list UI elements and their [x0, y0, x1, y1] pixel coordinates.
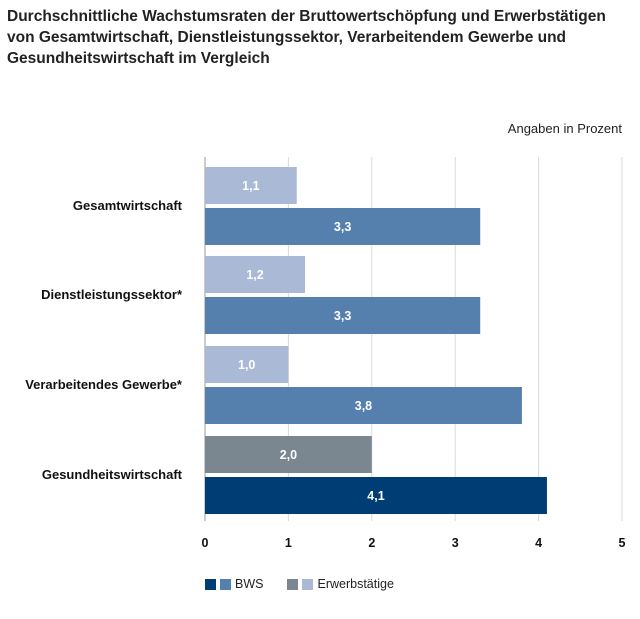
- x-tick-label-5: 5: [619, 536, 626, 550]
- category-label: Verarbeitendes Gewerbe*: [25, 377, 183, 392]
- legend-swatch-erwerbstaetige: [302, 578, 314, 590]
- bar-value-label: 3,3: [334, 309, 351, 323]
- bar-value-label: 2,0: [280, 448, 297, 462]
- title-line-1: Durchschnittliche Wachstumsraten der Bru…: [7, 8, 606, 25]
- legend-swatch-bws: [220, 578, 231, 590]
- unit-note: Angaben in Prozent: [507, 121, 622, 136]
- x-tick-label-0: 0: [202, 536, 209, 550]
- bar-bws: [205, 387, 522, 424]
- legend-swatch-erwerbstaetige-health: [287, 578, 299, 590]
- bar-value-label: 4,1: [367, 489, 384, 503]
- bar-erwerbstaetige: [205, 256, 306, 293]
- bar-value-label: 3,8: [355, 399, 372, 413]
- bar-erwerbstaetige: [205, 346, 289, 383]
- chart-title: Durchschnittliche Wachstumsraten der Bru…: [7, 6, 637, 69]
- x-tick-label-2: 2: [368, 536, 375, 550]
- legend-label-erwerbstaetige: Erwerbstätige: [317, 577, 394, 591]
- x-tick-label-4: 4: [535, 536, 542, 550]
- category-label: Gesundheitswirtschaft: [42, 467, 183, 482]
- bar-value-label: 1,2: [246, 268, 263, 282]
- bar-value-label: 1,0: [238, 358, 255, 372]
- legend-label-bws: BWS: [235, 577, 264, 591]
- title-line-2: von Gesamtwirtschaft, Dienstleistungssek…: [7, 29, 567, 46]
- bar-bws: [205, 208, 481, 245]
- bar-value-label: 1,1: [242, 179, 259, 193]
- bar-bws: [205, 477, 547, 514]
- x-tick-label-1: 1: [285, 536, 292, 550]
- bar-value-label: 3,3: [334, 220, 351, 234]
- bar-erwerbstaetige: [205, 167, 297, 204]
- category-label: Dienstleistungssektor*: [41, 287, 183, 302]
- x-tick-label-3: 3: [452, 536, 459, 550]
- bar-bws: [205, 297, 481, 334]
- title-line-3: Gesundheitswirtschaft im Vergleich: [7, 50, 270, 67]
- bar-erwerbstaetige: [205, 436, 372, 473]
- legend-swatch-bws-health: [205, 578, 216, 590]
- legend: BWS Erwerbstätige: [205, 577, 418, 591]
- category-label: Gesamtwirtschaft: [73, 198, 183, 213]
